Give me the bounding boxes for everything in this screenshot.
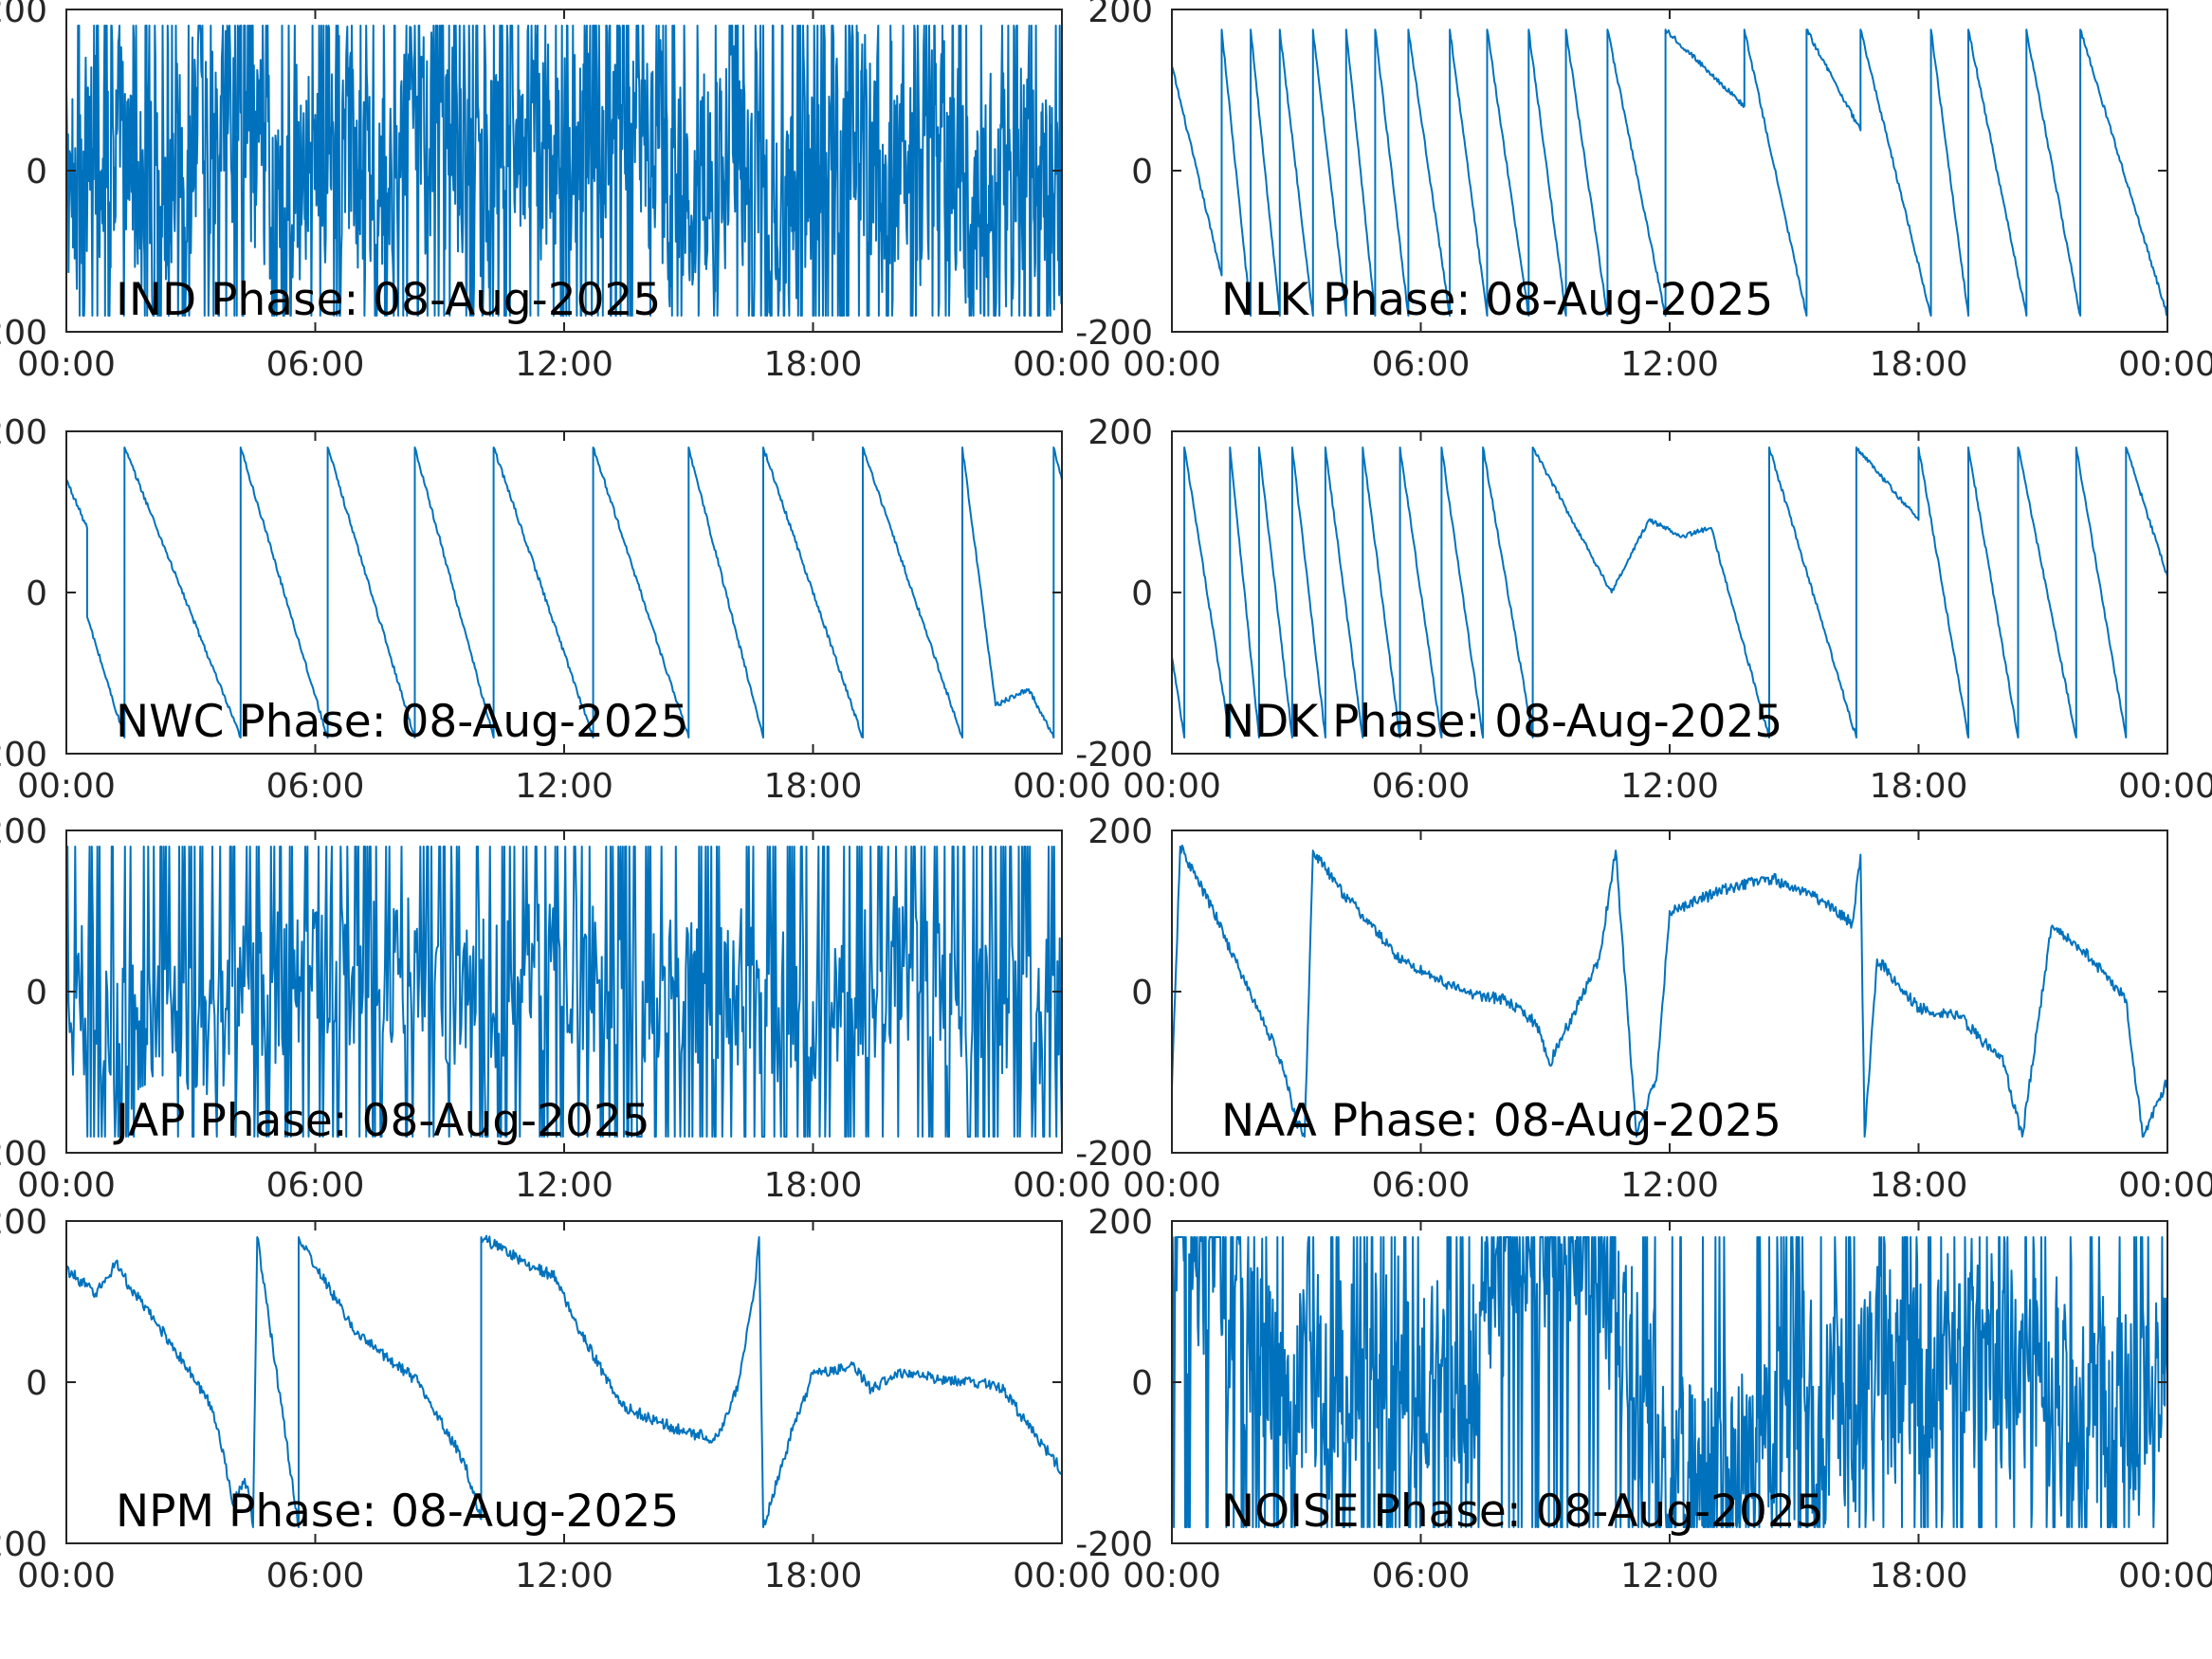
y-tick-label: -200 [1075,736,1153,775]
series-line [1172,1236,2167,1528]
x-tick-label: 12:00 [515,767,613,806]
x-tick-label: 18:00 [1870,345,1968,384]
x-tick-label: 12:00 [515,345,613,384]
y-tick-label: 200 [1088,812,1153,851]
series-line [66,25,1062,317]
y-tick-label: 0 [1131,974,1153,1012]
series-line [66,447,1062,738]
chart-title: JAP Phase: 08-Aug-2025 [113,1095,650,1147]
x-tick-label: 00:00 [1013,1166,1111,1205]
y-tick-label: -200 [1075,1135,1153,1174]
y-tick-label: 200 [0,1203,47,1242]
x-tick-label: 06:00 [266,1166,365,1205]
chart-title: NDK Phase: 08-Aug-2025 [1221,696,1782,748]
x-tick-label: 00:00 [2118,1166,2212,1205]
x-tick-label: 00:00 [2118,345,2212,384]
x-tick-label: 06:00 [266,345,365,384]
y-tick-label: -200 [0,314,47,353]
y-tick-label: 200 [0,0,47,30]
series-line [1172,447,2167,738]
x-tick-label: 18:00 [764,345,863,384]
chart-title: NOISE Phase: 08-Aug-2025 [1221,1486,1824,1538]
y-tick-label: 0 [1131,1364,1153,1403]
x-tick-label: 12:00 [1620,1166,1719,1205]
x-tick-label: 00:00 [17,767,116,806]
y-tick-label: -200 [0,1135,47,1174]
y-tick-label: 200 [1088,1203,1153,1242]
x-tick-label: 06:00 [1372,1166,1471,1205]
x-tick-label: 06:00 [1372,767,1471,806]
y-tick-label: -200 [1075,1525,1153,1564]
x-tick-label: 18:00 [764,1166,863,1205]
y-tick-label: 0 [26,974,47,1012]
y-tick-label: 0 [26,574,47,613]
series-line [1172,28,2167,317]
chart-title: NAA Phase: 08-Aug-2025 [1221,1095,1782,1147]
x-tick-label: 18:00 [1870,767,1968,806]
x-tick-label: 06:00 [1372,1557,1471,1595]
y-tick-label: -200 [1075,314,1153,353]
y-tick-label: 200 [0,413,47,452]
chart-title: NPM Phase: 08-Aug-2025 [116,1486,679,1538]
x-tick-label: 12:00 [515,1557,613,1595]
y-tick-label: 200 [1088,413,1153,452]
x-tick-label: 12:00 [1620,767,1719,806]
series-line [66,1234,1062,1528]
x-tick-label: 00:00 [1123,345,1221,384]
y-tick-label: 200 [0,812,47,851]
x-tick-label: 00:00 [17,1166,116,1205]
x-tick-label: 06:00 [266,767,365,806]
y-tick-label: 0 [26,1364,47,1403]
x-tick-label: 18:00 [764,1557,863,1595]
y-tick-label: -200 [0,736,47,775]
x-tick-label: 18:00 [764,767,863,806]
y-tick-label: -200 [0,1525,47,1564]
x-tick-label: 00:00 [17,345,116,384]
x-tick-label: 12:00 [1620,1557,1719,1595]
x-tick-label: 00:00 [1123,767,1221,806]
series-line [1172,844,2167,1138]
x-tick-label: 00:00 [2118,1557,2212,1595]
x-tick-label: 00:00 [1123,1166,1221,1205]
x-tick-label: 00:00 [1013,1557,1111,1595]
x-tick-label: 18:00 [1870,1166,1968,1205]
chart-title: NWC Phase: 08-Aug-2025 [116,696,689,748]
x-tick-label: 06:00 [266,1557,365,1595]
x-tick-label: 18:00 [1870,1557,1968,1595]
x-tick-label: 00:00 [2118,767,2212,806]
x-tick-label: 00:00 [1013,345,1111,384]
y-tick-label: 200 [1088,0,1153,30]
x-tick-label: 12:00 [515,1166,613,1205]
x-tick-label: 12:00 [1620,345,1719,384]
chart-title: NLK Phase: 08-Aug-2025 [1221,274,1773,326]
y-tick-label: 0 [1131,574,1153,613]
x-tick-label: 00:00 [1013,767,1111,806]
x-tick-label: 00:00 [1123,1557,1221,1595]
x-tick-label: 06:00 [1372,345,1471,384]
series-line [66,846,1062,1138]
chart-title: IND Phase: 08-Aug-2025 [116,274,661,326]
y-tick-label: 0 [26,153,47,191]
x-tick-label: 00:00 [17,1557,116,1595]
y-tick-label: 0 [1131,153,1153,191]
